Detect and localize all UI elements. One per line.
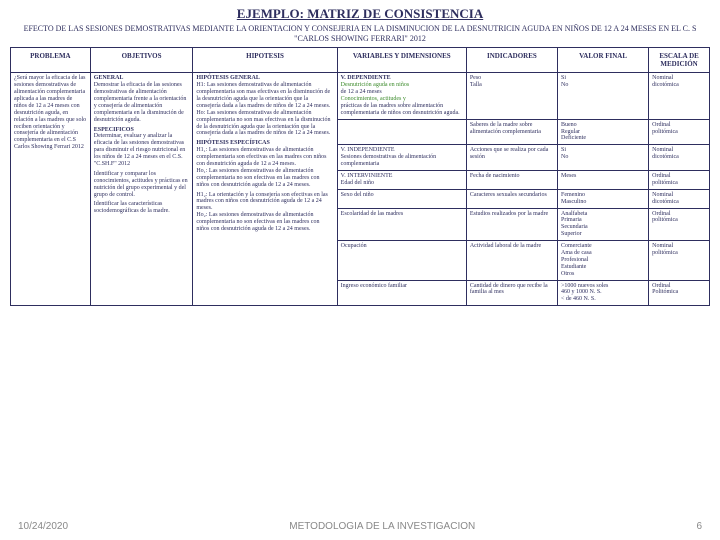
- cell-ind-1: Saberes de la madre sobre alimentación c…: [466, 119, 557, 145]
- hip-h02: Ho₂: Las sesiones demostrativas de alime…: [196, 212, 319, 232]
- cell-problema: ¿Será mayor la eficacia de las sesiones …: [11, 73, 91, 306]
- var-dep-g2: de 12 a 24 meses: [341, 89, 382, 95]
- cell-val-0: SiNo: [558, 73, 649, 119]
- cell-val-2: SiNo: [558, 145, 649, 171]
- th-escala: ESCALA DE MEDICIÓN: [649, 48, 710, 73]
- th-indicadores: INDICADORES: [466, 48, 557, 73]
- hip-hg-h: HIPÓTESIS GENERAL: [196, 75, 260, 81]
- matrix-table-wrap: PROBLEMA OBJETIVOS HIPOTESIS VARIABLES Y…: [0, 47, 720, 306]
- cell-esc-1: Ordinalpolitómica: [649, 119, 710, 145]
- footer-page: 6: [696, 521, 702, 532]
- cell-esc-7: OrdinalPolitómica: [649, 280, 710, 306]
- var-dep-g4: prácticas de las madres sobre alimentaci…: [341, 103, 460, 116]
- cell-val-1: BuenoRegularDeficiente: [558, 119, 649, 145]
- hip-he-h: HIPÓTESIS ESPECÍFICAS: [196, 140, 270, 146]
- var-dep-g1: Desnutrición aguda en niños: [341, 82, 409, 88]
- cell-val-6: ComercianteAma de casaProfesionalEstudia…: [558, 241, 649, 280]
- matrix-table: PROBLEMA OBJETIVOS HIPOTESIS VARIABLES Y…: [10, 47, 710, 306]
- table-row: ¿Será mayor la eficacia de las sesiones …: [11, 73, 710, 119]
- cell-var-4: Sexo del niño: [337, 189, 466, 208]
- hip-h11: H1₁: Las sesiones demostrativas de alime…: [196, 147, 326, 167]
- th-variables: VARIABLES Y DIMENSIONES: [337, 48, 466, 73]
- cell-esc-2: Nominaldicotómica: [649, 145, 710, 171]
- obj-general: Demostrar la eficacia de las sesiones de…: [94, 82, 187, 122]
- th-valor: VALOR FINAL: [558, 48, 649, 73]
- cell-var-2: V. INDEPENDIENTESesiones demostrativas d…: [337, 145, 466, 171]
- cell-ind-0: PesoTalla: [466, 73, 557, 119]
- obj-espec-h: ESPECIFICOS: [94, 127, 134, 133]
- cell-ind-3: Fecha de nacimiento: [466, 170, 557, 189]
- cell-val-7: >1000 nuevos soles460 y 1000 N. S.< de 4…: [558, 280, 649, 306]
- var-dep-h: V. DEPENDIENTE: [341, 75, 391, 81]
- footer-date: 10/24/2020: [18, 521, 68, 532]
- cell-ind-4: Caracteres sexuales secundarios: [466, 189, 557, 208]
- obj-espec1: Determinar, evaluar y analizar la eficac…: [94, 133, 185, 167]
- cell-var-5: Escolaridad de las madres: [337, 208, 466, 241]
- cell-ind-6: Actividad laboral de la madre: [466, 241, 557, 280]
- page-subtitle: EFECTO DE LAS SESIONES DEMOSTRATIVAS MED…: [0, 24, 720, 47]
- obj-espec2: Identificar y comparar los conocimientos…: [94, 171, 188, 198]
- hip-h1: H1: Las sesiones demostrativas de alimen…: [196, 82, 330, 109]
- th-problema: PROBLEMA: [11, 48, 91, 73]
- cell-ind-2: Acciones que se realiza por cada sesión: [466, 145, 557, 171]
- cell-var-0: V. DEPENDIENTE Desnutrición aguda en niñ…: [337, 73, 466, 119]
- cell-ind-7: Cantidad de dinero que recibe la familia…: [466, 280, 557, 306]
- cell-val-5: AnalfabetaPrimariaSecundariaSuperior: [558, 208, 649, 241]
- cell-esc-0: Nominaldicotómica: [649, 73, 710, 119]
- obj-espec3: Identificar las características sociodem…: [94, 201, 170, 214]
- cell-var-7: Ingreso económico familiar: [337, 280, 466, 306]
- hip-h12: H1₂: La orientación y la consejería son …: [196, 192, 328, 212]
- footer-title: METODOLOGIA DE LA INVESTIGACION: [68, 521, 696, 532]
- cell-var-3: V. INTERVINIENTEEdad del niño: [337, 170, 466, 189]
- cell-esc-5: Ordinalpolitómica: [649, 208, 710, 241]
- cell-esc-6: Nominalpolitómica: [649, 241, 710, 280]
- hip-h0: Ho: Las sesiones demostrativas de alimen…: [196, 110, 330, 137]
- cell-val-4: FemeninoMasculino: [558, 189, 649, 208]
- cell-ind-5: Estudios realizados por la madre: [466, 208, 557, 241]
- cell-var-1: [337, 119, 466, 145]
- cell-esc-4: Nominaldicotómica: [649, 189, 710, 208]
- cell-var-6: Ocupación: [337, 241, 466, 280]
- obj-general-h: GENERAL: [94, 75, 124, 81]
- cell-esc-3: Ordinalpolitómica: [649, 170, 710, 189]
- cell-hipotesis: HIPÓTESIS GENERAL H1: Las sesiones demos…: [193, 73, 337, 306]
- th-objetivos: OBJETIVOS: [90, 48, 193, 73]
- page-title: EJEMPLO: MATRIZ DE CONSISTENCIA: [0, 0, 720, 24]
- hip-h01: Ho₁: Las sesiones demostrativas de alime…: [196, 168, 319, 188]
- footer: 10/24/2020 METODOLOGIA DE LA INVESTIGACI…: [0, 521, 720, 532]
- th-hipotesis: HIPOTESIS: [193, 48, 337, 73]
- table-header-row: PROBLEMA OBJETIVOS HIPOTESIS VARIABLES Y…: [11, 48, 710, 73]
- var-dep-g3: Conocimientos, actitudes y: [341, 96, 406, 102]
- cell-val-3: Meses: [558, 170, 649, 189]
- cell-objetivos: GENERAL Demostrar la eficacia de las ses…: [90, 73, 193, 306]
